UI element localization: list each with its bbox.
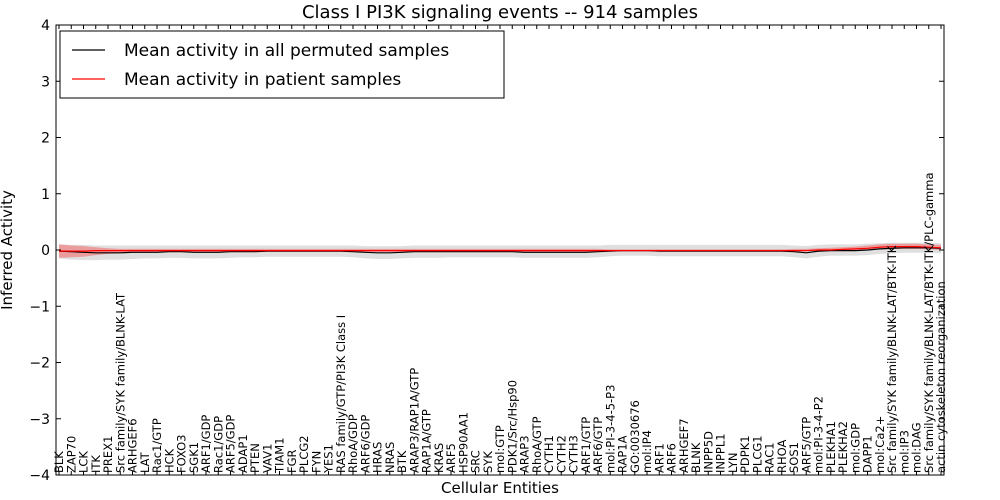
x-tick-label: ARF5	[444, 443, 458, 473]
x-tick-label: LAT	[138, 451, 152, 473]
x-tick-label: mol:GDP	[848, 423, 862, 473]
x-tick-label: actin cytoskeleton reorganization	[934, 281, 948, 473]
x-tick-label: RAS family/GTP/PI3K Class I	[334, 315, 348, 473]
x-tick-label: CYTH2	[554, 435, 568, 473]
x-tick-label: BLK	[52, 451, 66, 473]
x-tick-label: SOS1	[787, 442, 801, 473]
y-axis: −4 −3 −2 −1 0 1 2 3 4	[29, 18, 944, 484]
x-tick-label: BTK	[395, 450, 409, 473]
x-tick-label: ARF6/GDP	[358, 415, 372, 473]
x-tick-label: CYTH3	[567, 435, 581, 473]
x-tick-label: ARF1	[652, 443, 666, 473]
x-tick-label: PDK1/Src/Hsp90	[505, 380, 519, 473]
x-tick-label: YES1	[322, 444, 336, 474]
x-tick-label: HCK	[162, 448, 176, 473]
y-tick-label: 0	[41, 243, 50, 259]
x-tick-label: PTEN	[248, 443, 262, 473]
x-tick-label: ARHGEF6	[126, 418, 140, 473]
x-tick-label: FYN	[309, 451, 323, 473]
x-tick-label: Src family/SYK family/BLNK-LAT/BTK-ITK	[885, 245, 899, 473]
x-tick-label: RAP1A/GTP	[420, 409, 434, 473]
x-tick-label: PLEKHA1	[824, 421, 838, 473]
y-tick-label: −2	[29, 356, 50, 372]
x-tick-label: ARF5/GTP	[799, 417, 813, 473]
x-tick-label: PLCG1	[750, 435, 764, 473]
x-tick-label: mol:IP3	[897, 430, 911, 473]
legend-box	[59, 30, 505, 99]
x-tick-label: mol:PI-3-4-5-P3	[603, 385, 617, 473]
y-tick-label: −4	[29, 468, 50, 484]
y-tick-label: 1	[41, 187, 50, 203]
x-tick-label: ARAP3/RAP1A/GTP	[407, 368, 421, 473]
x-tick-label: PREX1	[101, 436, 115, 473]
series-layer	[58, 246, 942, 254]
x-tick-label: TIAM1	[273, 437, 287, 474]
x-tick-label: RAP1A	[616, 435, 630, 473]
x-tick-label: VAV1	[260, 444, 274, 473]
series-line-1	[59, 246, 942, 252]
x-tick-label: ARHGEF7	[677, 418, 691, 473]
y-axis-label: Inferred Activity	[0, 190, 16, 310]
x-tick-label: INPPL1	[714, 433, 728, 473]
x-tick-label: KRAS	[432, 443, 446, 473]
chart-title: Class I PI3K signaling events -- 914 sam…	[302, 2, 698, 23]
x-tick-label: HSP90AA1	[456, 412, 470, 473]
x-tick-label: ARF6/GTP	[591, 417, 605, 473]
x-tick-label: RAC1	[763, 442, 777, 473]
y-tick-label: −1	[29, 299, 50, 315]
x-tick-label: LCK	[77, 451, 91, 473]
x-tick-label: mol:DAG	[910, 422, 924, 473]
x-tick-label: ADAP1	[236, 434, 250, 473]
x-tick-label: PLCG2	[297, 435, 311, 473]
x-tick-label: mol:PI-3-4-P2	[812, 396, 826, 473]
x-tick-label: PLEKHA2	[836, 421, 850, 473]
x-tick-label: ARAP3	[518, 435, 532, 473]
x-tick-label: PDPK1	[738, 435, 752, 473]
x-axis-label: Cellular Entities	[441, 479, 559, 497]
series-line-0	[58, 247, 942, 254]
y-tick-label: 2	[41, 131, 50, 147]
x-tick-label: Src family/SYK family/BLNK-LAT	[113, 292, 127, 473]
x-tick-label: BLNK	[689, 442, 703, 473]
x-tick-label: mol:IP4	[640, 430, 654, 473]
x-tick-label: LYN	[726, 452, 740, 473]
x-tick-label: SGK1	[187, 442, 201, 473]
x-tick-label: ZAP70	[64, 436, 78, 473]
x-tick-label: Src family/SYK family/BLNK-LAT/BTK-ITK/P…	[922, 173, 936, 474]
x-tick-label: ARF1/GDP	[199, 415, 213, 473]
x-tick-label: INPP5D	[701, 431, 715, 473]
y-tick-label: 4	[41, 18, 50, 34]
x-tick-label: ARF1/GTP	[579, 417, 593, 473]
x-tick-label: ARF5/GDP	[224, 415, 238, 473]
legend-entry: Mean activity in all permuted samples	[124, 41, 449, 61]
y-tick-label: 3	[41, 74, 50, 90]
legend-entry: Mean activity in patient samples	[124, 70, 401, 90]
x-tick-label: Rac1/GDP	[211, 416, 225, 473]
x-tick-label: ITK	[89, 455, 103, 473]
x-tick-label: HRAS	[371, 442, 385, 473]
x-tick-label: FGR	[285, 449, 299, 473]
x-tick-label: mol:GTP	[493, 425, 507, 473]
x-tick-label: RhoA/GTP	[530, 416, 544, 473]
x-tick-label: Rac1/GTP	[150, 418, 164, 473]
x-tick-label: ARF6	[665, 443, 679, 473]
x-tick-label: mol:Ca2+	[873, 416, 887, 473]
x-tick-label: DAPP1	[861, 435, 875, 473]
x-tick-label: RhoA/GDP	[346, 414, 360, 473]
x-tick-label: NRAS	[383, 442, 397, 473]
x-tick-label: CYTH1	[542, 435, 556, 473]
x-tick-label: RHOA	[775, 440, 789, 473]
legend: Mean activity in all permuted samples Mea…	[59, 30, 505, 99]
x-tick-label: SYK	[481, 451, 495, 473]
x-tick-label: GO:0030676	[628, 400, 642, 473]
x-tick-label: FOXO3	[175, 435, 189, 473]
x-tick-label: SRC	[469, 450, 483, 473]
y-tick-label: −3	[29, 412, 50, 428]
